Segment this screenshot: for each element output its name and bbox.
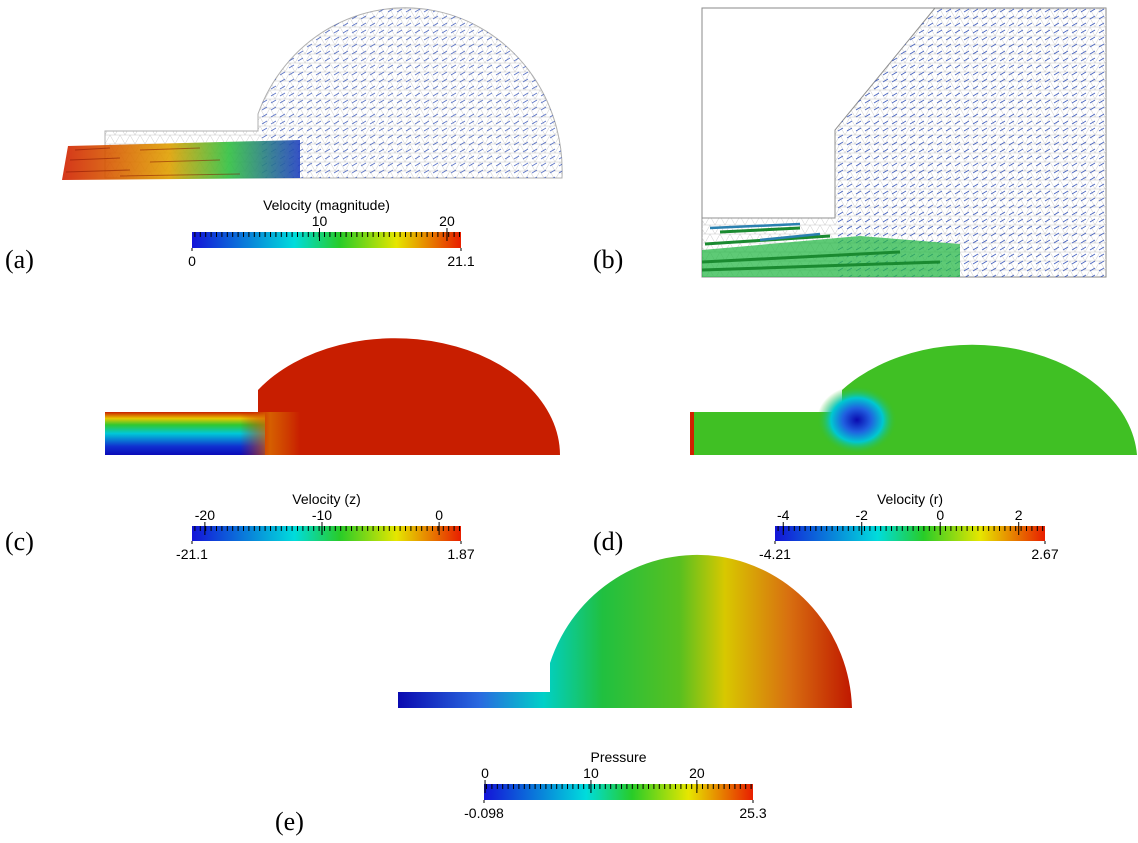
colorbar-minor-ticks	[775, 526, 1045, 531]
panel-d-image	[690, 344, 1137, 455]
panel-label: (b)	[593, 245, 623, 274]
colorbar-range-label: 0	[188, 253, 196, 269]
panel-a-image	[62, 7, 563, 180]
panel-label: (a)	[5, 245, 34, 274]
colorbar-range-label: -4.21	[759, 546, 791, 562]
colorbar-range-label: 2.67	[1031, 546, 1058, 562]
panel-label: (c)	[5, 527, 34, 556]
panel-c-image	[105, 338, 560, 455]
colorbar-range-label: 1.87	[447, 546, 474, 562]
colorbar-tick-label: 10	[583, 765, 599, 781]
colorbar-tick-label: -10	[312, 507, 332, 523]
colorbar-minor-ticks	[484, 784, 753, 789]
colorbar-range-label: -0.098	[464, 805, 504, 821]
panel-label: (e)	[275, 807, 304, 836]
colorbar-minor-ticks	[192, 526, 461, 531]
colorbar-range-label: 25.3	[739, 805, 766, 821]
colorbar-tick-label: 10	[312, 213, 328, 229]
colorbar-range-label: -21.1	[176, 546, 208, 562]
colorbar-tick-label: -4	[777, 507, 790, 523]
colorbar-tick-label: 0	[435, 507, 443, 523]
colorbar-title: Velocity (magnitude)	[263, 197, 390, 213]
panel-b-image	[701, 7, 1107, 278]
colorbar-tick-label: 0	[481, 765, 489, 781]
panel-label: (d)	[593, 527, 623, 556]
colorbar-tick-label: -2	[856, 507, 869, 523]
colorbar-tick-label: 2	[1015, 507, 1023, 523]
colorbar-tick-label: -20	[195, 507, 215, 523]
colorbar-tick-label: 20	[439, 213, 455, 229]
colorbar-minor-ticks	[192, 232, 461, 237]
panel-e-image	[398, 554, 852, 708]
colorbar-title: Pressure	[590, 749, 646, 765]
colorbar-tick-label: 20	[689, 765, 705, 781]
colorbar-title: Velocity (r)	[877, 491, 943, 507]
colorbar-range-label: 21.1	[447, 253, 474, 269]
colorbar-tick-label: 0	[936, 507, 944, 523]
colorbar-title: Velocity (z)	[292, 491, 360, 507]
